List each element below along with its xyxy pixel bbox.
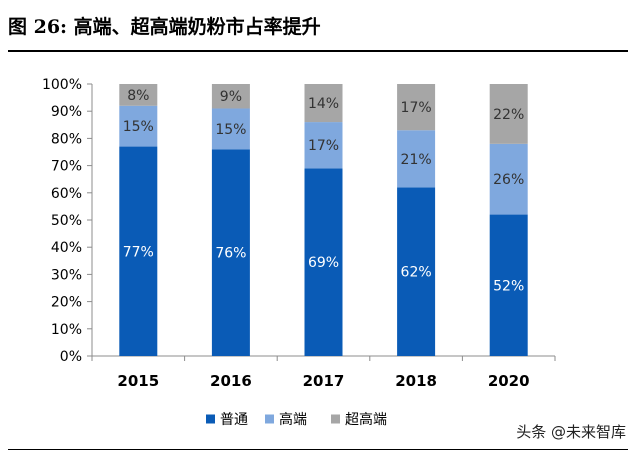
y-tick-label: 10% [51,322,82,338]
data-label: 22% [493,107,524,123]
bar-segment [489,84,528,144]
data-label: 17% [401,100,432,116]
bar-segment [397,130,436,188]
data-label: 26% [493,172,524,188]
x-tick-label: 2017 [303,372,345,390]
y-tick-label: 20% [51,295,82,311]
data-label: 17% [308,138,339,154]
legend-swatch [265,414,274,424]
data-label: 69% [308,255,339,271]
bar-segment [119,84,158,106]
y-tick-label: 30% [51,267,82,283]
bar-segment [397,187,436,356]
data-label: 21% [401,152,432,168]
bar-segment [489,143,528,215]
y-tick-label: 60% [51,186,82,202]
bar-segment [304,122,343,169]
bar-segment [119,105,158,147]
y-tick-label: 40% [51,240,82,256]
data-label: 8% [127,88,149,104]
bar-segment [211,84,250,109]
data-label: 52% [493,278,524,294]
data-label: 14% [308,96,339,112]
data-label: 9% [220,89,242,105]
legend-swatch [331,414,340,424]
bar-segment [397,84,436,131]
y-tick-label: 80% [51,131,82,147]
title-rule [8,50,628,52]
legend-label: 高端 [279,411,307,428]
bar-segment [211,149,250,356]
bar-segment [119,146,158,356]
data-label: 76% [215,246,246,262]
bar-segment [304,84,343,123]
data-label: 62% [401,265,432,281]
watermark: 头条 @未来智库 [516,423,626,441]
bottom-rule [8,449,628,450]
bar-segment [489,214,528,356]
x-tick-label: 2020 [488,372,530,390]
figure-title: 图 26: 高端、超高端奶粉市占率提升 [8,16,321,38]
x-tick-label: 2018 [395,372,437,390]
y-tick-label: 0% [60,349,82,365]
legend-swatch [206,414,215,424]
legend-label: 普通 [220,412,248,428]
data-label: 15% [215,122,246,138]
legend-label: 超高端 [345,411,387,428]
x-tick-label: 2015 [117,372,159,390]
data-label: 15% [123,119,154,135]
y-tick-label: 70% [51,159,82,175]
bar-segment [304,168,343,356]
y-tick-label: 100% [42,77,82,93]
bar-segment [211,108,250,150]
y-tick-label: 90% [51,104,82,120]
data-label: 77% [123,244,154,260]
x-tick-label: 2016 [210,372,252,390]
y-tick-label: 50% [51,213,82,229]
